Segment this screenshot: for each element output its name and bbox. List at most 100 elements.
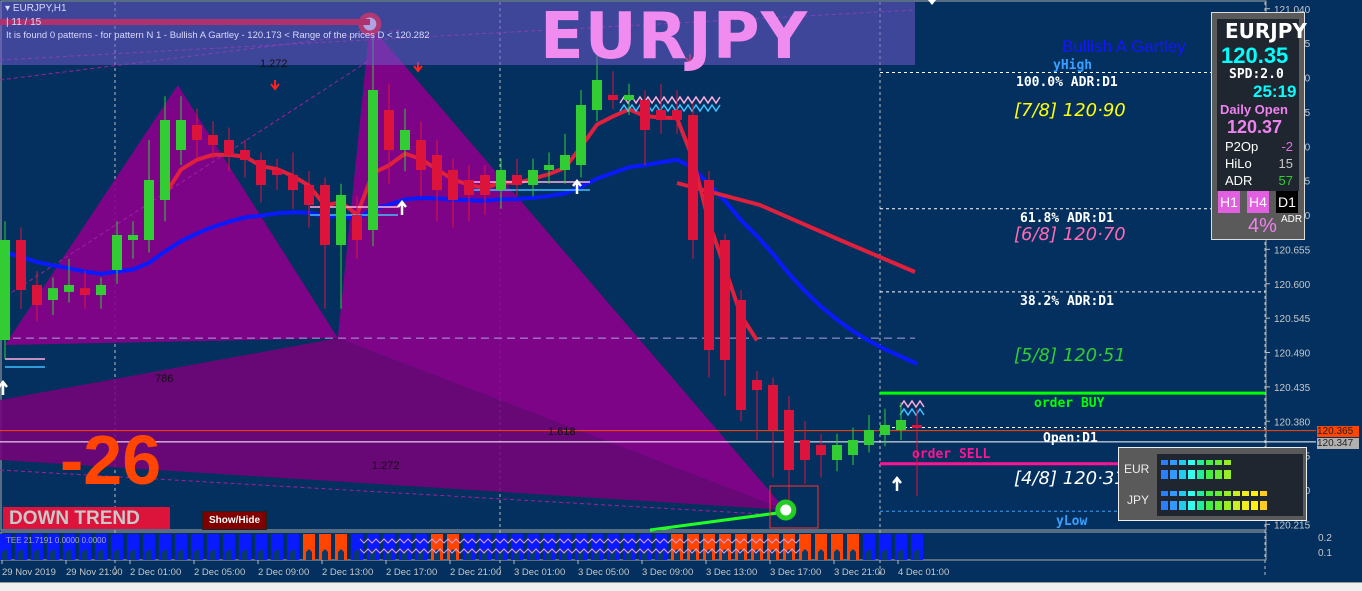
candle-body xyxy=(688,115,698,240)
indicator-chevron-icon xyxy=(354,549,360,560)
candle-body xyxy=(16,240,26,290)
candle-body xyxy=(448,170,458,200)
candle-body xyxy=(400,130,410,150)
collapse-triangle-icon[interactable]: ▾ xyxy=(5,3,13,14)
time-axis-label: 3 Dec 01:00 xyxy=(514,567,565,578)
time-axis-label: 3 Dec 13:00 xyxy=(706,567,757,578)
candle-body xyxy=(0,240,10,340)
time-axis-label: 3 Dec 09:00 xyxy=(642,567,693,578)
price-axis-label: 120.545 xyxy=(1274,314,1311,325)
candle-body xyxy=(352,215,362,240)
fib-label: 786 xyxy=(155,373,174,385)
price-axis-label: 120.655 xyxy=(1274,245,1311,256)
panel-row-value: 15 xyxy=(1278,156,1293,171)
candle-body xyxy=(192,125,202,140)
strength-bar xyxy=(1224,470,1231,479)
strength-bar xyxy=(1233,491,1240,496)
fib-label: 1.272 xyxy=(372,460,400,472)
candle-body xyxy=(384,110,394,150)
indicator-chevron-icon xyxy=(402,549,408,560)
time-axis-label: 3 Dec 05:00 xyxy=(578,567,629,578)
indicator-chevron-icon xyxy=(594,549,600,560)
indicator-chevron-icon xyxy=(738,549,744,560)
octave-5-label: [5/8] 120·51 xyxy=(1014,345,1126,366)
indicator-wave xyxy=(359,538,801,544)
indicator-chevron-icon xyxy=(50,549,56,560)
yhigh-label: yHigh xyxy=(1053,58,1093,73)
candle-body xyxy=(896,420,906,430)
panel-row-value: 57 xyxy=(1278,173,1293,188)
strength-bar xyxy=(1170,470,1177,479)
time-axis-label: 2 Dec 09:00 xyxy=(258,567,309,578)
time-axis-label: 29 Nov 21:00 xyxy=(66,567,123,578)
candle-body xyxy=(576,105,586,165)
candle-body xyxy=(208,135,218,145)
pattern-counter: | 11 / 15 xyxy=(6,17,42,28)
show-hide-button[interactable]: Show/Hide xyxy=(202,511,267,530)
candle-body xyxy=(752,380,762,390)
price-axis-label: 120.435 xyxy=(1274,383,1311,394)
candle-body xyxy=(912,425,922,429)
pattern-guide-line xyxy=(0,469,781,516)
currency-strength-panel: EUR JPY xyxy=(1118,447,1307,521)
candle-body xyxy=(224,140,234,155)
indicator-chevron-icon xyxy=(82,549,88,560)
candle-body xyxy=(304,185,314,205)
daily-open-value: 120.37 xyxy=(1227,117,1283,137)
candle-body xyxy=(80,288,90,295)
candle-body xyxy=(880,425,890,435)
indicator-chevron-icon xyxy=(386,549,392,560)
candle-body xyxy=(32,285,42,305)
candle-body xyxy=(176,120,186,150)
strength-bar xyxy=(1161,491,1168,496)
indicator-chevron-icon xyxy=(242,549,248,560)
timeframe-button-h4[interactable]: H4 xyxy=(1247,191,1269,213)
strength-bar xyxy=(1161,501,1168,510)
price-axis-label: 120.600 xyxy=(1274,280,1311,291)
indicator-chevron-icon xyxy=(706,549,712,560)
fib-label: 1.618 xyxy=(548,426,576,438)
trend-badge: DOWN TREND xyxy=(3,507,170,529)
indicator-chevron-icon xyxy=(130,549,136,560)
adr382-label: 38.2% ADR:D1 xyxy=(1020,294,1114,309)
indicator-chevron-icon xyxy=(258,549,264,560)
indicator-chevron-icon xyxy=(754,549,760,560)
indicator-chevron-icon xyxy=(834,549,840,560)
time-axis-label: 2 Dec 01:00 xyxy=(130,567,181,578)
fib-label: 1.272 xyxy=(260,58,288,70)
candle-body xyxy=(144,180,154,240)
indicator-chevron-icon xyxy=(466,549,472,560)
octave-7-label: [7/8] 120·90 xyxy=(1014,100,1126,121)
candle-body xyxy=(240,150,250,160)
indicator-chevron-icon xyxy=(802,549,808,560)
indicator-chevron-icon xyxy=(370,549,376,560)
pattern-d-marker-icon xyxy=(775,499,797,521)
indicator-chevron-icon xyxy=(450,549,456,560)
panel-row-label: P2Op xyxy=(1225,139,1259,154)
price-axis-label: 121.040 xyxy=(1274,5,1311,16)
slow-ma-line xyxy=(4,157,918,366)
candle-body xyxy=(512,175,522,185)
wave-marker xyxy=(899,407,925,417)
timeframe-button-d1[interactable]: D1 xyxy=(1276,191,1298,213)
octave-4-label: [4/8] 120·31 xyxy=(1014,468,1126,489)
wave-marker xyxy=(619,95,721,105)
indicator-chevron-icon xyxy=(674,549,680,560)
timeframe-button-h1[interactable]: H1 xyxy=(1218,191,1240,213)
price-axis-label: 120.380 xyxy=(1274,417,1311,428)
indicator-chevron-icon xyxy=(306,549,312,560)
bid-price-tag: 120.365 xyxy=(1317,426,1359,437)
indicator-chevron-icon xyxy=(882,549,888,560)
panel-row-label: HiLo xyxy=(1225,156,1252,171)
panel-row-label: ADR xyxy=(1225,173,1253,188)
candle-body xyxy=(432,155,442,190)
chart-tabs-bar[interactable] xyxy=(0,582,1362,591)
candle-body xyxy=(832,445,842,460)
indicator-chevron-icon xyxy=(818,549,824,560)
open-d1-label: Open:D1 xyxy=(1043,431,1098,446)
price-axis-label: 120.490 xyxy=(1274,349,1311,360)
candle-body xyxy=(816,445,826,455)
indicator-chevron-icon xyxy=(610,549,616,560)
strength-bar xyxy=(1242,501,1249,510)
